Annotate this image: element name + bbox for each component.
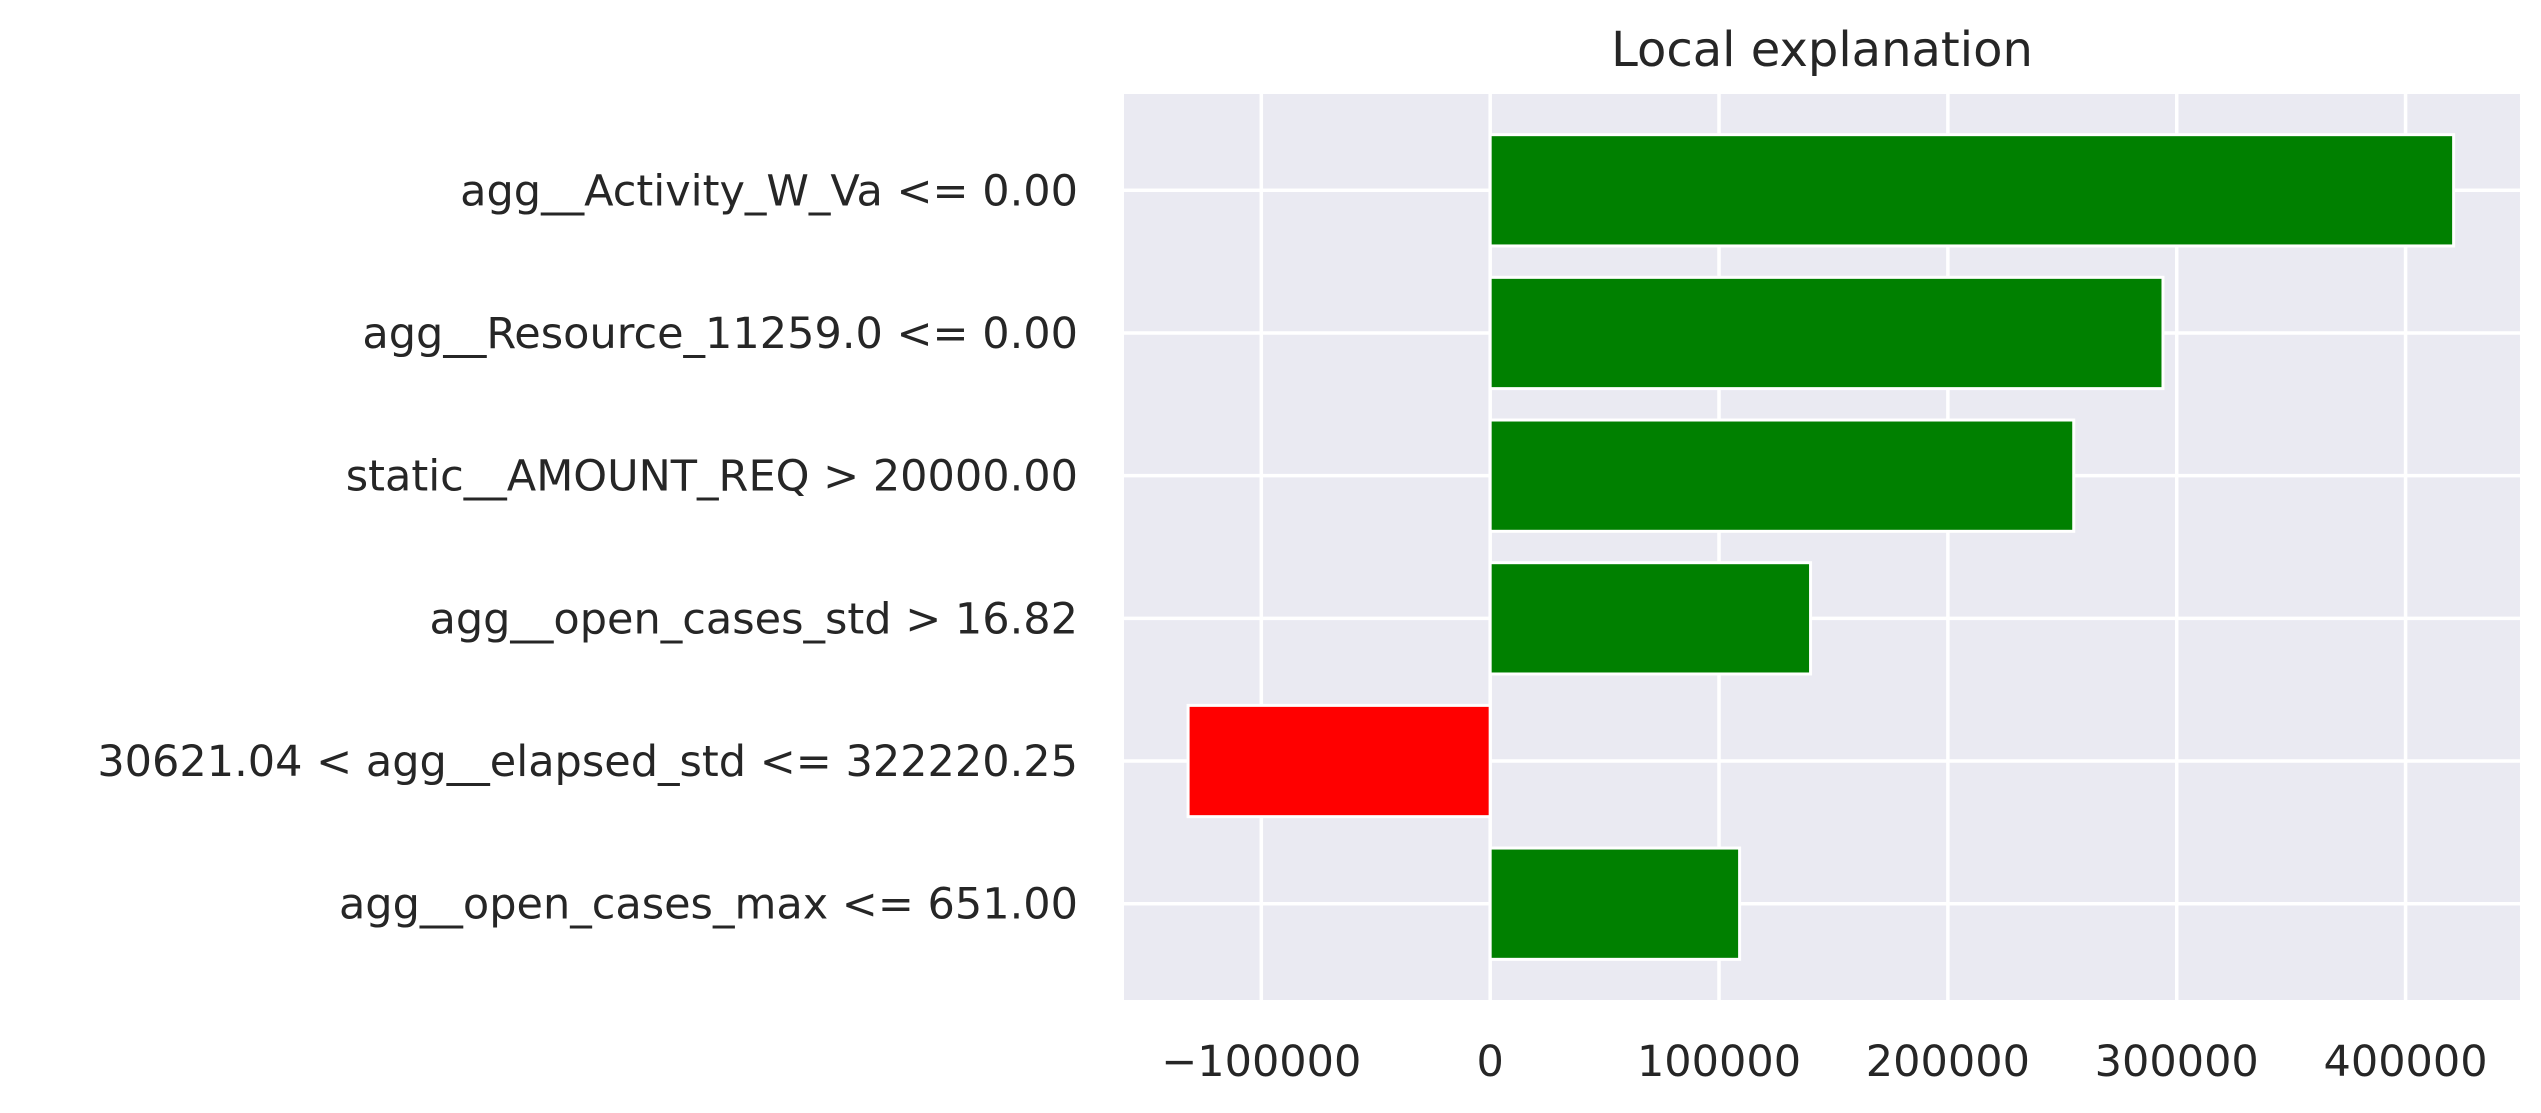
category-label: agg__Resource_11259.0 <= 0.00 xyxy=(362,309,1078,359)
bar xyxy=(1488,418,2076,533)
category-label: agg__open_cases_max <= 651.00 xyxy=(339,880,1078,930)
bar xyxy=(1488,275,2165,391)
x-tick-label: 0 xyxy=(1476,1037,1503,1087)
bar xyxy=(1488,846,1742,961)
bars xyxy=(1186,133,2456,961)
category-label: static__AMOUNT_REQ > 20000.00 xyxy=(346,452,1078,502)
x-tick-label: 400000 xyxy=(2323,1037,2487,1087)
x-tick-label: 200000 xyxy=(1866,1037,2030,1087)
category-labels: agg__Activity_W_Va <= 0.00 agg__Resource_… xyxy=(97,166,1078,929)
bar xyxy=(1488,561,1813,676)
category-label: agg__open_cases_std > 16.82 xyxy=(429,594,1078,644)
chart-title: Local explanation xyxy=(1611,22,2033,78)
x-tick-label: 300000 xyxy=(2095,1037,2259,1087)
x-tick-labels: −100000 0 100000 200000 300000 400000 xyxy=(1161,1037,2487,1087)
bar xyxy=(1488,133,2456,248)
x-tick-label: −100000 xyxy=(1161,1037,1361,1087)
category-label: 30621.04 < agg__elapsed_std <= 322220.25 xyxy=(97,737,1078,787)
bar xyxy=(1186,703,1492,819)
category-label: agg__Activity_W_Va <= 0.00 xyxy=(460,166,1078,216)
x-tick-label: 100000 xyxy=(1637,1037,1801,1087)
